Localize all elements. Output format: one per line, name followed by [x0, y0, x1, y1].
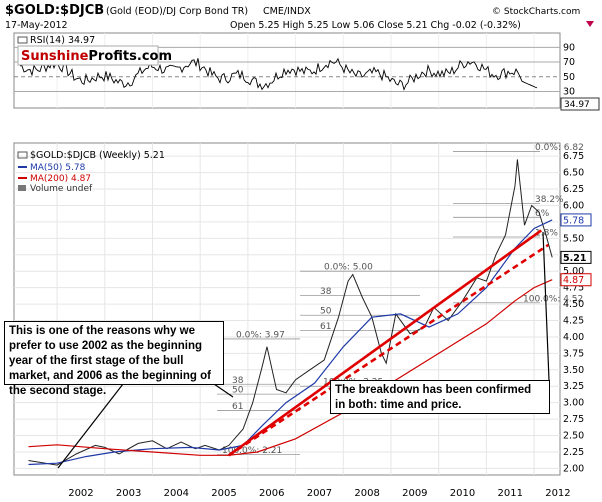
fibonacci-label: 100.0%: 4.52 — [523, 294, 583, 304]
axis-labels: 2002 2003 2004 2005 2006 2007 2008 2009 2010 2011… — [68, 42, 592, 499]
rsi-legend: RSI(14) 34.97 — [17, 35, 95, 46]
y-tick-label: 3.50 — [563, 365, 584, 376]
y-tick-label: 2.00 — [563, 463, 584, 474]
fibonacci-label: 38.2% — [535, 195, 564, 205]
legend-ma200: MA(200) 4.87 — [30, 174, 91, 184]
callout-pointer-2002 — [57, 383, 124, 469]
callout-pointer-2006 — [213, 383, 234, 398]
fibonacci-label: 38 — [232, 376, 244, 386]
y-tick-label: 3.00 — [563, 398, 584, 409]
fibonacci-label: 50 — [232, 386, 244, 396]
x-tick-label: 2007 — [307, 488, 332, 499]
trendlines — [228, 229, 550, 457]
fibonacci-label: 61 — [320, 322, 331, 332]
ohlc-readout: Open 5.25 High 5.25 Low 5.06 Close 5.21 … — [230, 20, 521, 31]
rsi-tick-label: 90 — [563, 42, 575, 53]
trendline-solid — [228, 229, 542, 457]
annotation-right-line: The breakdown has been confirmed — [335, 384, 532, 396]
fibonacci-label: 100.0%: 2.21 — [222, 446, 282, 456]
rsi-label: RSI(14) 34.97 — [30, 35, 95, 46]
y-tick-label: 6.25 — [563, 184, 584, 195]
chart-date: 17-May-2012 — [5, 20, 68, 31]
rsi-tick-label: 50 — [563, 72, 575, 83]
annotation-right-line: in both: time and price. — [335, 399, 462, 411]
price-panel — [13, 142, 561, 476]
fibonacci-label: 0.0%: 3.97 — [236, 330, 285, 340]
volume-swatch — [18, 185, 26, 191]
brand-logo: SunshineProfits.com — [17, 45, 172, 66]
price-legend: $GOLD:$DJCB (Weekly) 5.21 MA(50) 5.78 MA… — [17, 150, 165, 194]
rsi-line — [20, 57, 538, 91]
x-tick-label: 2004 — [164, 488, 189, 499]
rsi-value-box — [560, 97, 600, 111]
annotation-left-line: This is one of the reasons why we — [9, 325, 195, 337]
annotation-left-line: year of the first stage of the bull — [9, 355, 184, 367]
x-tick-label: 2005 — [211, 488, 236, 499]
price-label: 5.78 — [563, 215, 584, 226]
fibonacci-label: 38 — [320, 287, 332, 297]
y-tick-label: 3.25 — [563, 381, 584, 392]
y-tick-label: 3.75 — [563, 348, 584, 359]
x-tick-label: 2011 — [498, 488, 523, 499]
x-tick-label: 2010 — [450, 488, 475, 499]
y-tick-label: 6.00 — [563, 200, 584, 211]
rsi-panel — [13, 32, 561, 109]
y-tick-label: 6.75 — [563, 151, 584, 162]
annotation-left: This is one of the reasons why we prefer… — [4, 321, 224, 397]
y-tick-label: 5.50 — [563, 233, 584, 244]
x-tick-label: 2006 — [259, 488, 284, 499]
brand-box — [17, 45, 159, 66]
watermark: © StockCharts.com — [492, 7, 580, 17]
callout-pointer-breakdown — [542, 231, 550, 381]
rsi-tick-label: 30 — [563, 86, 575, 97]
annotation-left-line: the second stage. — [9, 385, 107, 397]
price-label-box — [560, 213, 592, 227]
price-label-box — [560, 250, 592, 264]
price-line — [28, 159, 553, 466]
brand-text: SunshineProfits.com — [21, 49, 172, 64]
y-tick-label: 5.00 — [563, 266, 584, 277]
x-tick-label: 2002 — [68, 488, 93, 499]
price-series — [28, 159, 553, 466]
y-tick-label: 2.25 — [563, 447, 584, 458]
y-tick-label: 4.00 — [563, 332, 584, 343]
trendline-dashed — [228, 243, 550, 457]
ma200-line — [28, 279, 553, 456]
x-tick-label: 2003 — [116, 488, 141, 499]
legend-ma50: MA(50) 5.78 — [30, 163, 86, 173]
legend-main: $GOLD:$DJCB (Weekly) 5.21 — [30, 150, 165, 161]
y-tick-label: 2.50 — [563, 431, 584, 442]
price-label: 5.21 — [563, 253, 586, 264]
ma50-line — [28, 219, 553, 466]
annotation-left-line: market, and 2006 as the beginning of — [9, 370, 211, 382]
rsi-value: 34.97 — [564, 100, 590, 110]
y-tick-label: 2.75 — [563, 414, 584, 425]
fibonacci-label: 50 — [320, 307, 332, 317]
fibonacci-label: 0.0%: 6.82 — [535, 143, 584, 153]
y-tick-label: 4.75 — [563, 283, 584, 294]
fibonacci-label: 0.0%: 5.00 — [324, 263, 373, 273]
chart-symbol: $GOLD:$DJCB — [5, 3, 104, 18]
dropdown-arrow-icon[interactable] — [586, 21, 594, 27]
chart-description: (Gold (EOD)/DJ Corp Bond TR) — [106, 6, 248, 17]
x-tick-label: 2009 — [402, 488, 427, 499]
x-tick-label: 2012 — [545, 488, 570, 499]
price-label: 4.87 — [563, 275, 584, 286]
y-tick-label: 4.50 — [563, 299, 584, 310]
legend-box — [17, 151, 28, 159]
fibonacci-label: 1.8% — [535, 229, 558, 239]
annotation-right: The breakdown has been confirmed in both… — [330, 380, 550, 414]
annotation-left-line: prefer to use 2002 as the beginning — [9, 340, 202, 352]
chart-exchange: CME/INDX — [263, 6, 311, 17]
price-label-box — [560, 273, 592, 287]
y-tick-label: 6.50 — [563, 168, 584, 179]
legend-volume: Volume undef — [30, 184, 93, 194]
fibonacci-label: 61 — [232, 402, 243, 412]
x-tick-label: 2008 — [354, 488, 379, 499]
rsi-tick-label: 70 — [563, 57, 575, 68]
y-tick-label: 4.25 — [563, 316, 584, 327]
fibonacci-label: 6% — [535, 209, 550, 219]
